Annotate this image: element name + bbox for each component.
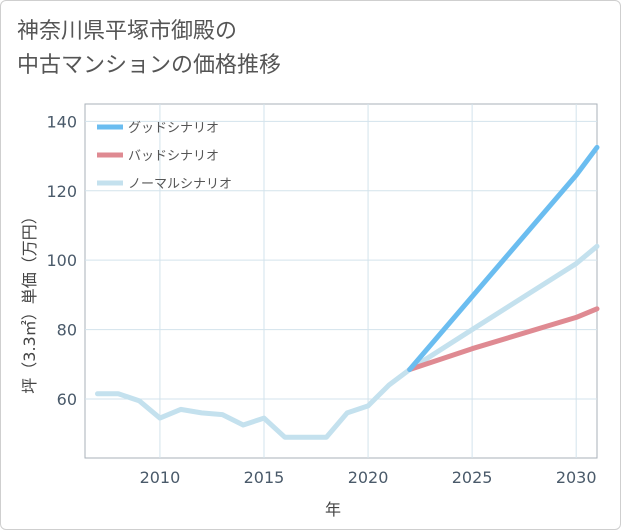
legend-label-1: バッドシナリオ [128, 149, 219, 164]
y-tick-80: 80 [57, 321, 77, 340]
x-axis-label: 年 [325, 500, 341, 519]
y-tick-labels: 60 80 100 120 140 [46, 112, 77, 409]
x-tick-2030: 2030 [556, 468, 597, 487]
legend-label-0: グッドシナリオ [128, 121, 219, 136]
x-tick-2015: 2015 [244, 468, 285, 487]
legend-label-2: ノーマルシナリオ [128, 177, 232, 192]
chart-title-line-2: 中古マンションの価格推移 [17, 53, 282, 78]
series-line-1 [407, 306, 600, 372]
y-tick-120: 120 [46, 182, 77, 201]
x-tick-2010: 2010 [140, 468, 181, 487]
series-lines [95, 144, 600, 440]
chart-title-line-1: 神奈川県平塚市御殿の [17, 19, 238, 44]
y-gridlines [85, 120, 597, 400]
y-tick-140: 140 [46, 112, 77, 131]
x-tick-labels: 2010 2015 2020 2025 2030 [140, 468, 597, 487]
x-tick-2025: 2025 [452, 468, 493, 487]
y-tick-60: 60 [57, 390, 77, 409]
y-axis-label: 坪（3.3㎡）単価（万円） [20, 208, 39, 393]
x-tick-2020: 2020 [348, 468, 389, 487]
series-line-0 [407, 144, 600, 372]
y-tick-100: 100 [46, 251, 77, 270]
chart-title: 神奈川県平塚市御殿の 中古マンションの価格推移 [17, 15, 281, 83]
